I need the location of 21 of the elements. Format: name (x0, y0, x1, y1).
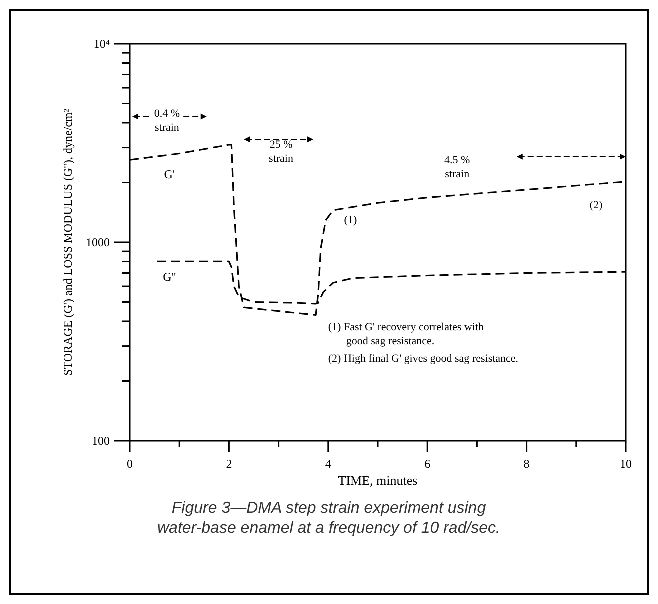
x-tick-label: 6 (424, 457, 431, 471)
caption: Figure 3—DMA step strain experiment using water-base enamel at a frequency of 10 rad/sec. (157, 500, 501, 537)
annotation: (2) High final G' gives good sag resistance. (328, 353, 519, 366)
y-tick-label: 10⁴ (94, 37, 110, 51)
x-tick-label: 0 (127, 457, 133, 471)
annotation: 4.5 % strain (444, 154, 470, 181)
x-tick-label: 4 (325, 457, 332, 471)
x-tick-label: 8 (524, 457, 530, 471)
x-tick-label: 2 (226, 457, 232, 471)
annotation: (1) (344, 214, 358, 226)
y-tick-label: 1000 (86, 236, 110, 250)
annotation: 25 % strain (269, 138, 294, 165)
annotation: (1) Fast G' recovery correlates with good sag resistance. (328, 322, 485, 348)
x-axis-title: TIME, minutes (338, 473, 418, 488)
series-label: G' (164, 168, 176, 182)
series-label: G'' (163, 270, 176, 284)
y-tick-label: 100 (92, 434, 110, 448)
y-axis-title: STORAGE (G') and LOSS MODULUS (G''), dyne/cm² (61, 108, 75, 376)
annotation: 0.4 % strain (154, 108, 180, 134)
x-tick-label: 10 (620, 457, 632, 471)
annotation: (2) (590, 200, 603, 212)
